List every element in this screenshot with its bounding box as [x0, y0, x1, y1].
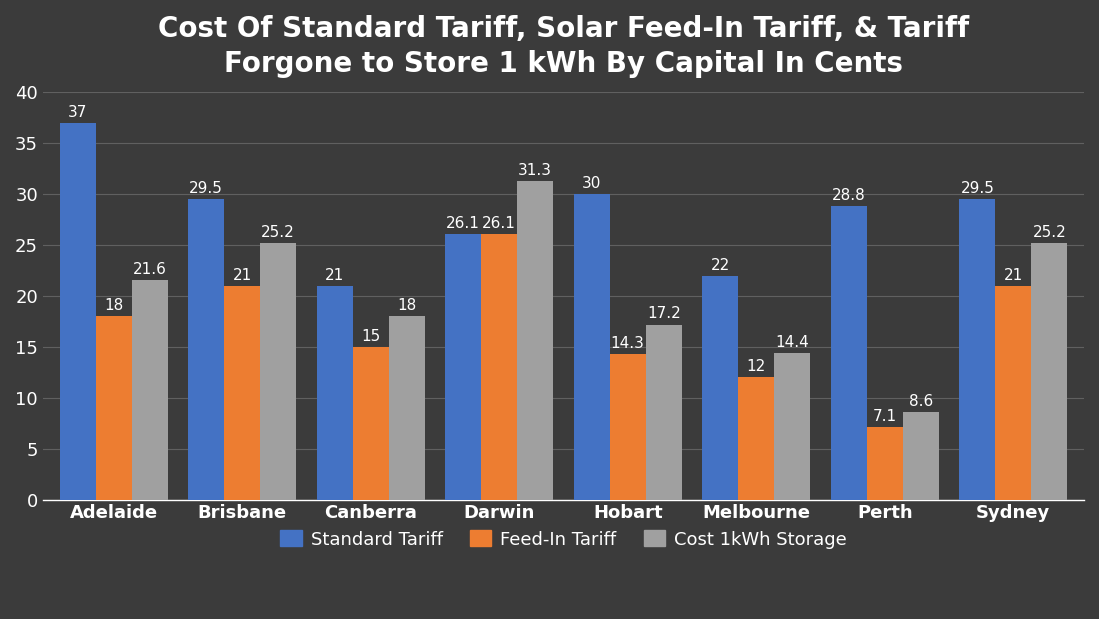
Bar: [996, 286, 1031, 500]
Text: 31.3: 31.3: [518, 163, 552, 178]
Bar: [518, 181, 553, 500]
Title: Cost Of Standard Tariff, Solar Feed-In Tariff, & Tariff
Forgone to Store 1 kWh B: Cost Of Standard Tariff, Solar Feed-In T…: [158, 15, 969, 77]
Legend: Standard Tariff, Feed-In Tariff, Cost 1kWh Storage: Standard Tariff, Feed-In Tariff, Cost 1k…: [273, 523, 854, 556]
Bar: [902, 412, 939, 500]
Bar: [96, 316, 132, 500]
Bar: [574, 194, 610, 500]
Text: 29.5: 29.5: [189, 181, 223, 196]
Bar: [224, 286, 260, 500]
Text: 8.6: 8.6: [909, 394, 933, 409]
Text: 14.4: 14.4: [776, 335, 809, 350]
Text: 37: 37: [68, 105, 87, 120]
Bar: [1031, 243, 1067, 500]
Bar: [610, 354, 646, 500]
Bar: [774, 353, 810, 500]
Bar: [867, 427, 902, 500]
Text: 15: 15: [360, 329, 380, 344]
Bar: [702, 275, 739, 500]
Bar: [132, 280, 167, 500]
Bar: [739, 378, 774, 500]
Bar: [445, 234, 481, 500]
Text: 21: 21: [233, 268, 252, 283]
Text: 29.5: 29.5: [961, 181, 995, 196]
Bar: [353, 347, 389, 500]
Bar: [317, 286, 353, 500]
Bar: [188, 199, 224, 500]
Text: 22: 22: [711, 258, 730, 272]
Text: 7.1: 7.1: [873, 409, 897, 424]
Bar: [59, 123, 96, 500]
Bar: [389, 316, 424, 500]
Text: 25.2: 25.2: [262, 225, 295, 240]
Text: 21: 21: [1003, 268, 1023, 283]
Text: 18: 18: [104, 298, 123, 313]
Text: 21.6: 21.6: [133, 262, 166, 277]
Text: 26.1: 26.1: [482, 216, 517, 231]
Text: 30: 30: [582, 176, 601, 191]
Bar: [481, 234, 518, 500]
Text: 25.2: 25.2: [1032, 225, 1066, 240]
Text: 12: 12: [746, 360, 766, 374]
Bar: [260, 243, 296, 500]
Bar: [831, 207, 867, 500]
Text: 26.1: 26.1: [446, 216, 480, 231]
Bar: [959, 199, 996, 500]
Text: 18: 18: [397, 298, 417, 313]
Text: 14.3: 14.3: [611, 336, 645, 351]
Text: 28.8: 28.8: [832, 188, 866, 204]
Text: 21: 21: [325, 268, 344, 283]
Bar: [646, 324, 681, 500]
Text: 17.2: 17.2: [647, 306, 680, 321]
